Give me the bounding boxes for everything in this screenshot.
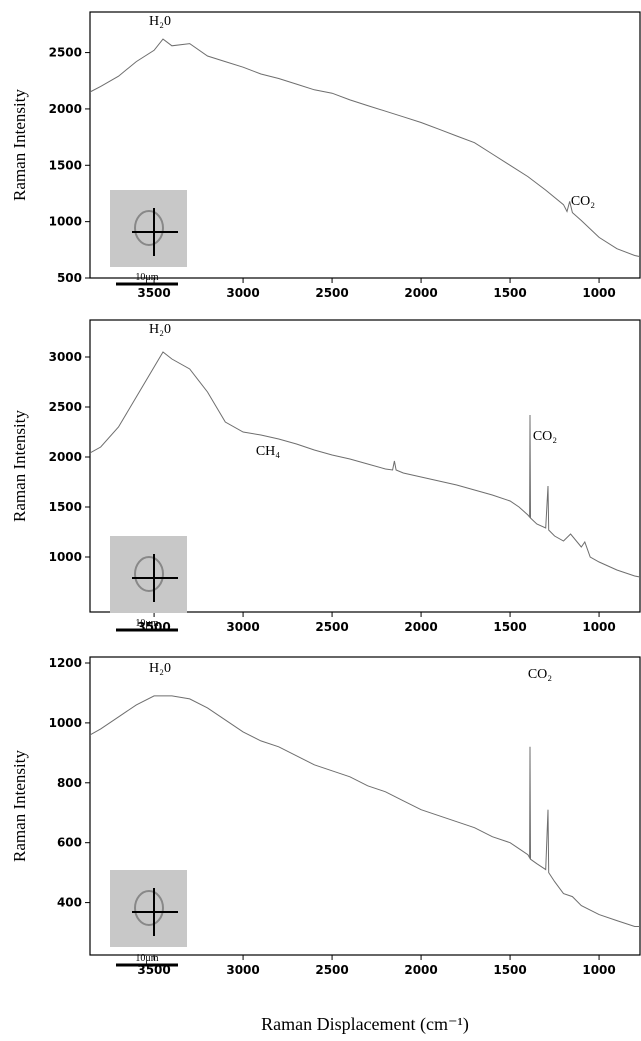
x-tick-label: 3000 <box>226 286 259 300</box>
plot-frame <box>89 11 641 279</box>
inset-image <box>110 190 187 267</box>
annotation: H₂0 <box>149 661 171 676</box>
y-tick-label: 2000 <box>49 450 82 464</box>
y-tick-label: 1000 <box>49 716 82 730</box>
y-tick-label: 2000 <box>49 102 82 116</box>
plot-area <box>90 38 640 258</box>
annotation: CO₂ <box>571 194 595 209</box>
inclusion <box>134 890 164 926</box>
y-tick-label: 600 <box>57 836 82 850</box>
y-tick-label: 800 <box>57 776 82 790</box>
y-tick-label: 1500 <box>49 500 82 514</box>
x-tick-label: 1000 <box>582 620 615 634</box>
y-tick-label: 500 <box>57 271 82 285</box>
x-tick-label: 3500 <box>137 286 170 300</box>
x-tick-label: 1500 <box>493 286 526 300</box>
x-tick-label: 2500 <box>315 286 348 300</box>
x-tick-label: 2000 <box>404 963 437 977</box>
plot-area <box>90 695 640 927</box>
spectrum-line <box>90 695 640 927</box>
y-axis-label: Raman Intensity <box>10 750 29 862</box>
x-axis-label: Raman Displacement (cm⁻¹) <box>261 1014 469 1035</box>
scale-label: 10μm <box>135 953 158 964</box>
x-tick-label: 2500 <box>315 620 348 634</box>
y-tick-label: 1000 <box>49 215 82 229</box>
y-tick-label: 2500 <box>49 400 82 414</box>
y-axis-label: Raman Intensity <box>10 89 29 201</box>
plot-area <box>90 351 640 578</box>
scale-label: 10μm <box>135 618 158 629</box>
x-tick-label: 1500 <box>493 963 526 977</box>
y-tick-label: 2500 <box>49 46 82 60</box>
y-tick-label: 3000 <box>49 350 82 364</box>
y-tick-label: 400 <box>57 896 82 910</box>
annotation: CO₂ <box>528 667 552 682</box>
x-tick-label: 3000 <box>226 963 259 977</box>
spectrum-line <box>90 38 640 258</box>
inclusion <box>134 210 164 246</box>
plot-frame <box>89 656 641 956</box>
inclusion <box>134 556 164 592</box>
annotation: H₂0 <box>149 14 171 29</box>
x-tick-label: 2000 <box>404 620 437 634</box>
x-tick-label: 1000 <box>582 286 615 300</box>
annotation: CH₄ <box>256 444 280 459</box>
y-tick-label: 1200 <box>49 656 82 670</box>
annotation: H₂0 <box>149 322 171 337</box>
y-axis-label: Raman Intensity <box>10 410 29 522</box>
plot-frame <box>89 319 641 613</box>
x-tick-label: 2500 <box>315 963 348 977</box>
y-tick-label: 1500 <box>49 158 82 172</box>
y-tick-label: 1000 <box>49 550 82 564</box>
scale-label: 10μm <box>135 272 158 283</box>
x-tick-label: 3000 <box>226 620 259 634</box>
inset-image <box>110 536 187 613</box>
x-tick-label: 1500 <box>493 620 526 634</box>
annotation: CO₂ <box>533 429 557 444</box>
x-tick-label: 2000 <box>404 286 437 300</box>
spectrum-line <box>90 351 640 578</box>
inset-image <box>110 870 187 947</box>
x-tick-label: 1000 <box>582 963 615 977</box>
